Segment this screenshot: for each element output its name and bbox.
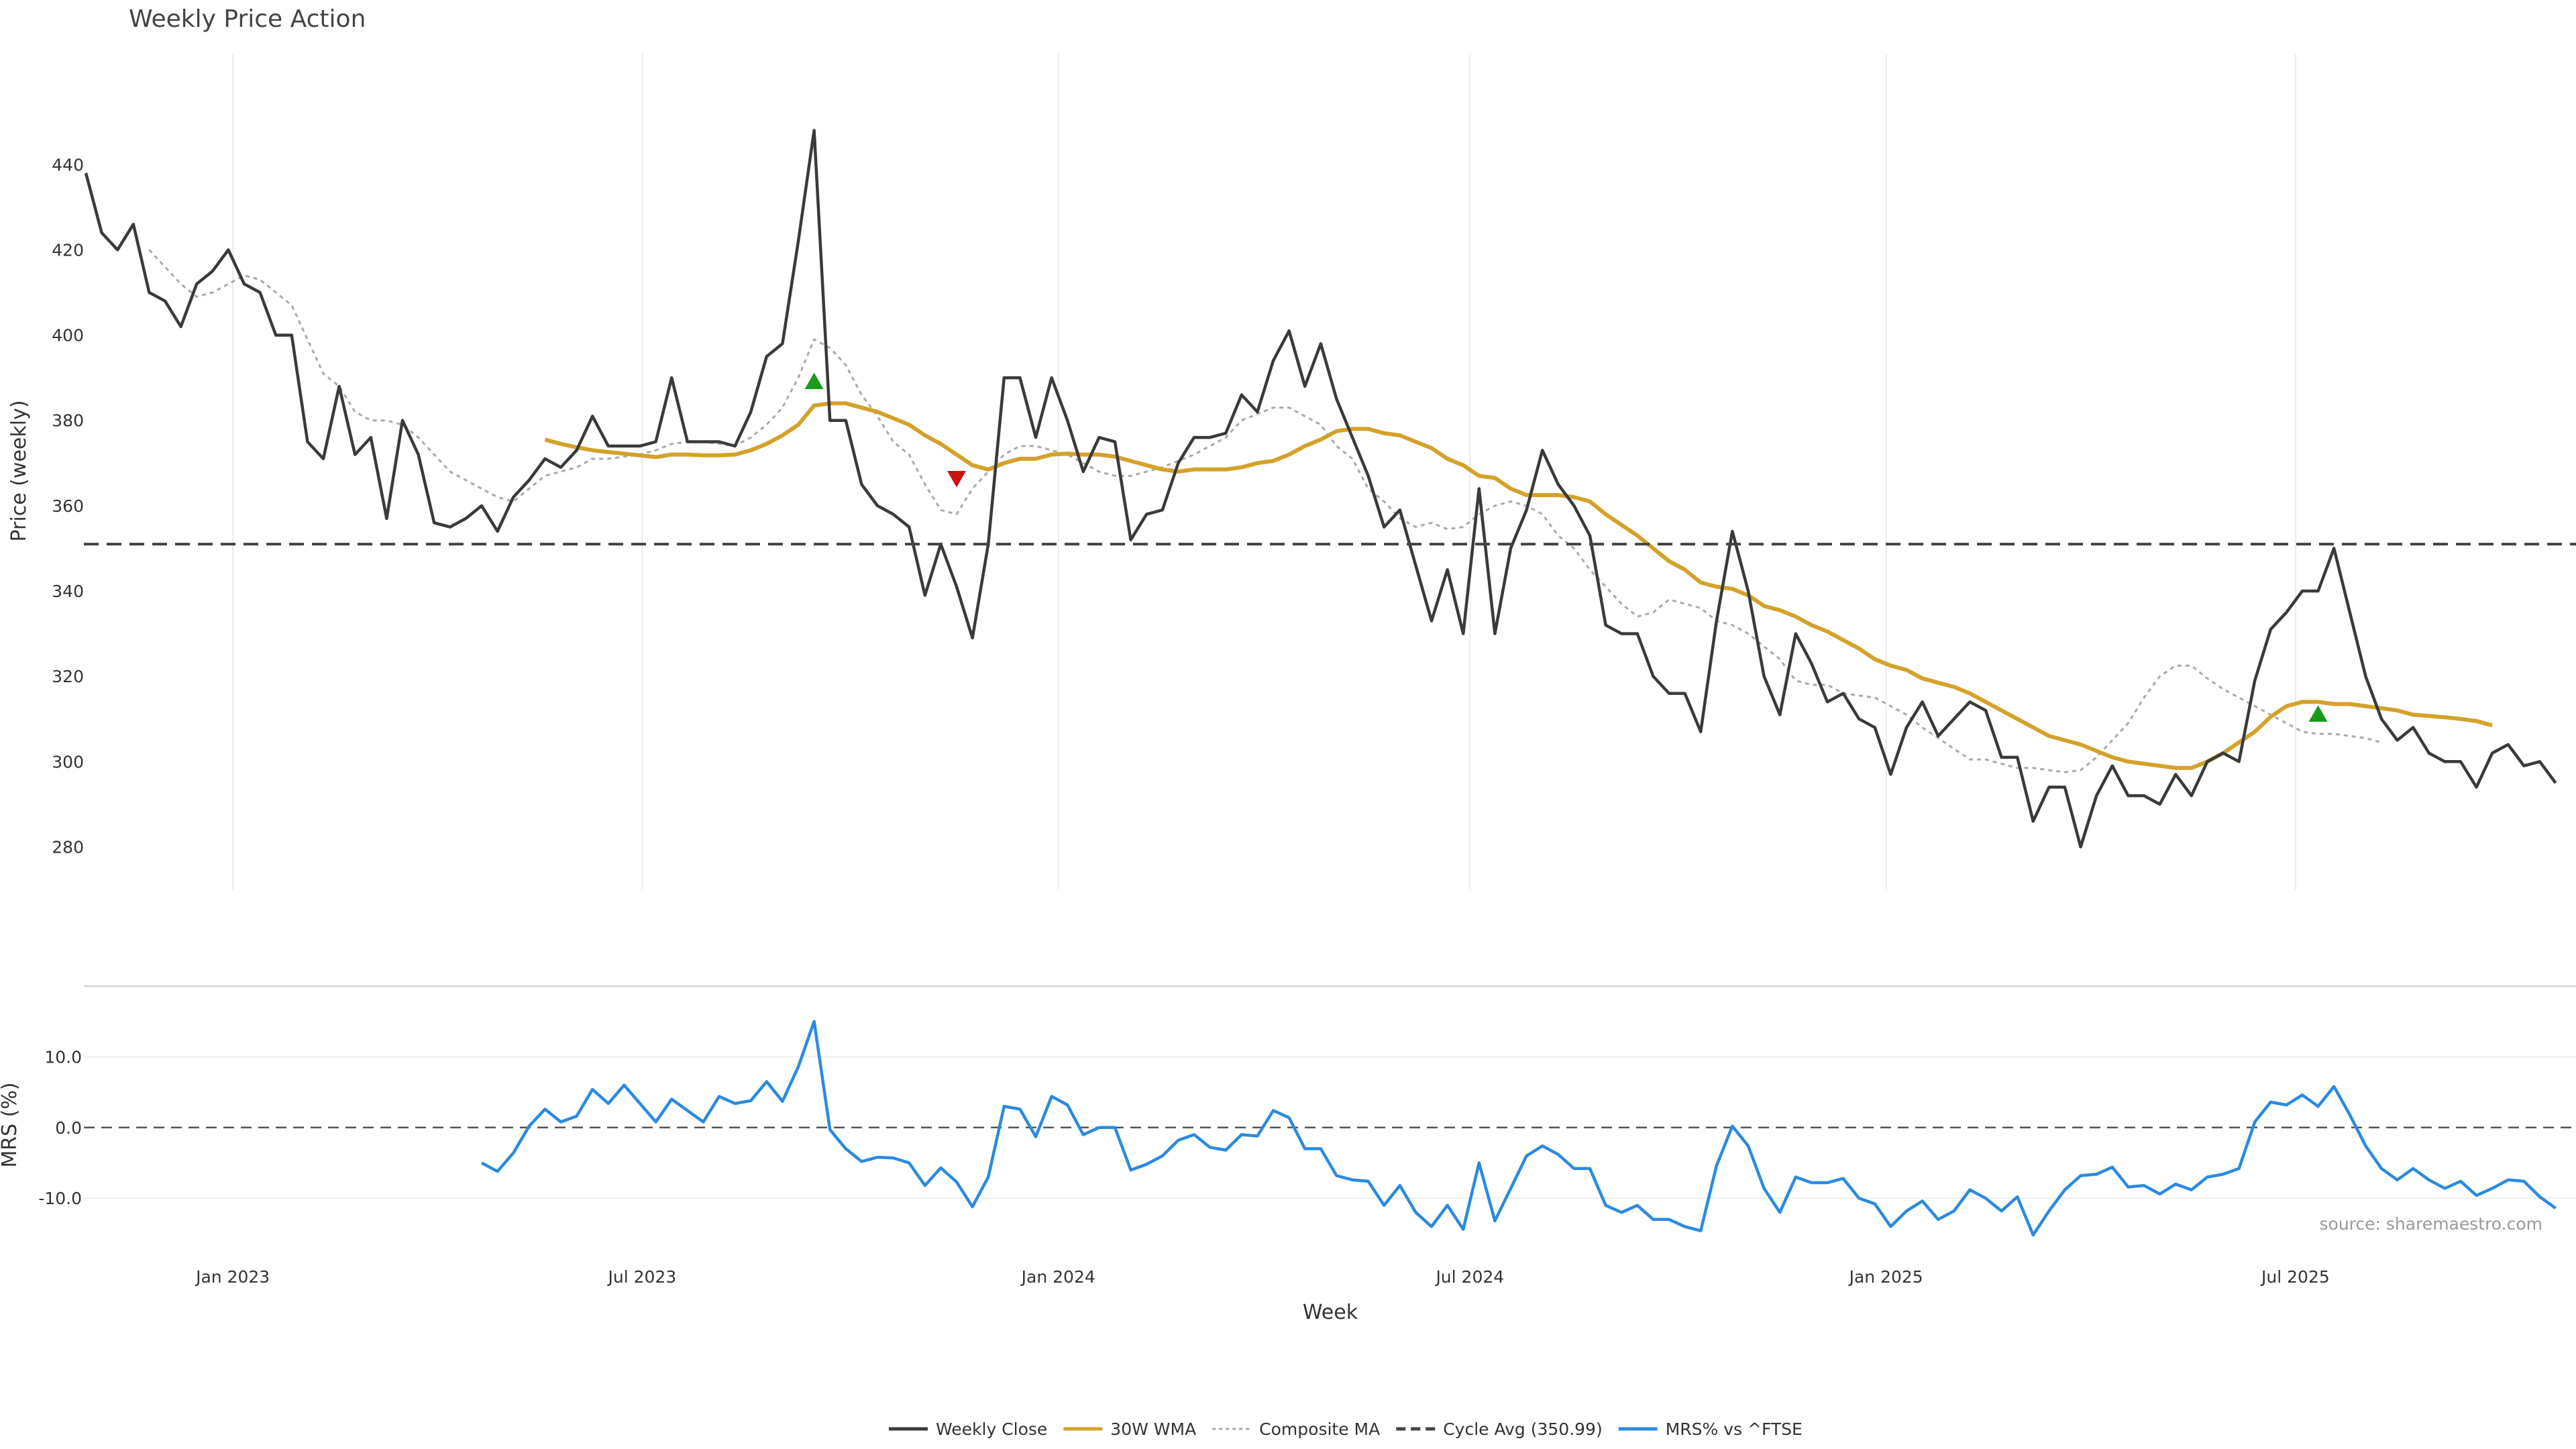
weekly-close-line: [84, 129, 2557, 849]
y-tick-label: 380: [52, 411, 84, 431]
composite-ma-line: [148, 249, 2382, 773]
legend-item: 30W WMA: [1063, 1419, 1196, 1439]
30w-wma-line: [544, 401, 2493, 770]
x-tick-label: Jul 2024: [1434, 1267, 1504, 1287]
mrs-y-tick-label: 10.0: [44, 1047, 82, 1067]
sell-signal-marker: [947, 471, 966, 488]
mrs-panel: [84, 1020, 2576, 1237]
x-axis-label: Week: [1303, 1301, 1358, 1324]
x-tick-label: Jan 2025: [1848, 1267, 1923, 1287]
legend-label: Weekly Close: [936, 1419, 1047, 1439]
x-tick-label: Jan 2024: [1020, 1267, 1095, 1287]
x-tick-label: Jan 2023: [195, 1267, 270, 1287]
y-axis-label-mrs: MRS (%): [0, 1082, 21, 1167]
y-tick-label: 340: [52, 582, 84, 601]
legend-item: Weekly Close: [889, 1419, 1047, 1439]
x-tick-label: Jul 2023: [607, 1267, 677, 1287]
y-axis-label-price: Price (weekly): [7, 400, 31, 541]
buy-signal-marker: [804, 372, 824, 389]
mrs-y-tick-label: -10.0: [38, 1189, 82, 1208]
y-tick-label: 300: [52, 752, 84, 771]
buy-signal-marker: [2308, 705, 2328, 722]
y-tick-label: 420: [52, 240, 84, 260]
y-tick-label: 320: [52, 667, 84, 686]
price-panel: [84, 129, 2576, 849]
y-tick-label: 400: [52, 326, 84, 345]
legend-item: Composite MA: [1212, 1419, 1380, 1439]
mrs-y-tick-label: 0.0: [55, 1118, 82, 1138]
legend-label: 30W WMA: [1110, 1419, 1196, 1439]
legend: Weekly Close 30W WMA Composite MA Cycle Avg…: [889, 1419, 1803, 1439]
legend-item: MRS% vs ^FTSE: [1618, 1419, 1803, 1439]
mrs-line: [480, 1020, 2557, 1237]
grid: [84, 54, 2576, 1199]
y-tick-label: 440: [52, 155, 84, 174]
axes: Jan 2023 Jul 2023 Jan 2024 Jul 2024 Jan 2025…: [38, 155, 2329, 1287]
legend-label: Composite MA: [1259, 1419, 1380, 1439]
source-note: source: sharemaestro.com: [2320, 1214, 2543, 1234]
x-tick-label: Jul 2025: [2260, 1267, 2330, 1287]
y-tick-label: 360: [52, 496, 84, 516]
legend-label: Cycle Avg (350.99): [1443, 1419, 1603, 1439]
legend-item: Cycle Avg (350.99): [1396, 1419, 1603, 1439]
chart-title: Weekly Price Action: [129, 5, 366, 33]
legend-label: MRS% vs ^FTSE: [1666, 1419, 1803, 1439]
y-tick-label: 280: [52, 837, 84, 857]
